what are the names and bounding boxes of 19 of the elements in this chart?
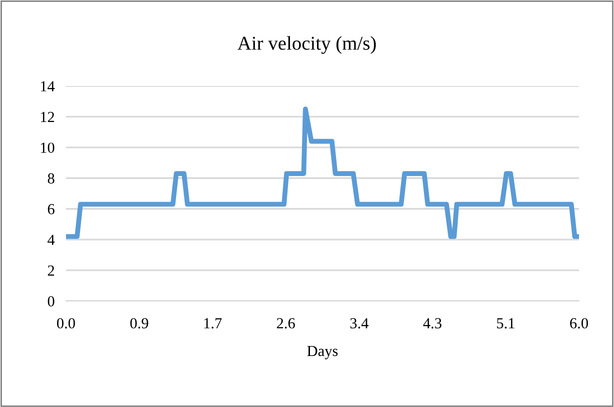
y-tick-label: 2	[48, 265, 54, 276]
x-tick-label: 6.0	[570, 318, 588, 328]
y-tick-label: 14	[40, 81, 55, 92]
x-tick-label: 1.7	[204, 318, 222, 328]
y-tick-label: 0	[48, 296, 54, 306]
y-tick-label: 12	[40, 112, 54, 122]
x-tick-label: 5.1	[497, 318, 514, 328]
x-tick-label: 3.4	[350, 318, 368, 328]
x-tick-label: 0.9	[130, 318, 148, 328]
x-tick-label: 2.6	[276, 318, 295, 328]
y-tick-label: 4	[48, 234, 55, 245]
x-tick-label: 0.0	[57, 318, 75, 328]
y-tick-label: 8	[48, 173, 54, 184]
x-tick-label: 4.3	[423, 318, 442, 328]
y-tick-label: 10	[40, 142, 54, 153]
chart-title: Air velocity (m/s)	[238, 36, 376, 54]
y-tick-label: 6	[48, 204, 54, 214]
line-series	[66, 106, 579, 239]
x-axis-title: Days	[307, 346, 338, 360]
